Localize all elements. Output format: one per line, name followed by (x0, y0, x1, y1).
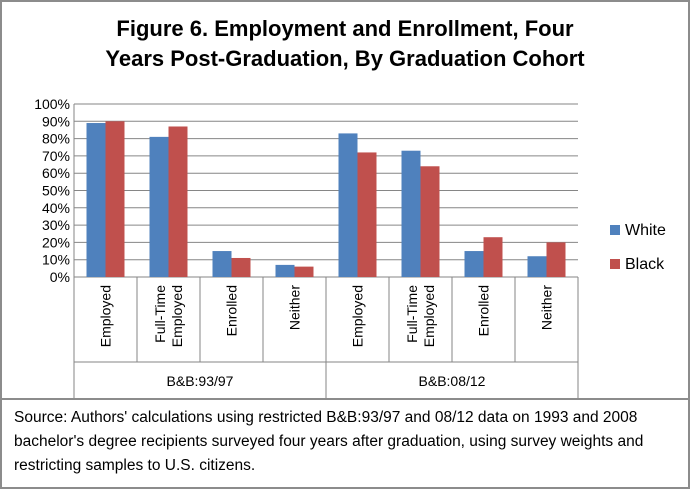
category-label: Enrolled (224, 285, 240, 336)
legend-swatch-white (610, 225, 620, 235)
category-label: Employed (350, 285, 366, 347)
category-label: Full-Time (152, 285, 168, 343)
y-tick-label: 80% (42, 131, 70, 147)
group-label: B&B:08/12 (419, 373, 486, 389)
bar-white (338, 133, 358, 277)
bar-white (212, 251, 232, 277)
y-tick-label: 20% (42, 234, 70, 250)
category-label: Employed (421, 285, 437, 347)
category-label: Full-Time (404, 285, 420, 343)
y-tick-label: 60% (42, 165, 70, 181)
legend-label-black: Black (625, 256, 665, 273)
bar-white (86, 123, 106, 277)
y-tick-label: 30% (42, 217, 70, 233)
chart-title: Figure 6. Employment and Enrollment, Fou… (0, 14, 690, 74)
bar-black (231, 257, 251, 277)
bar-chart: 0%10% 20%30%40%50% 60%70%80% 90%100% Employe… (34, 96, 666, 398)
category-label: Employed (98, 285, 114, 347)
y-tick-label: 50% (42, 183, 70, 199)
bar-white (527, 256, 547, 277)
source-note: Source: Authors' calculations using rest… (0, 398, 690, 487)
y-tick-label: 0% (50, 269, 70, 285)
bar-black (546, 242, 566, 277)
bar-black (420, 166, 440, 277)
bar-black (357, 152, 377, 277)
category-label: Neither (539, 285, 555, 330)
legend-label-white: White (625, 222, 666, 239)
chart-title-line-1: Figure 6. Employment and Enrollment, Fou… (116, 16, 574, 41)
category-label: Enrolled (476, 285, 492, 336)
group-label: B&B:93/97 (167, 373, 234, 389)
bar-black (294, 266, 314, 277)
category-label: Neither (287, 285, 303, 330)
bar-white (149, 136, 169, 277)
bar-black (105, 121, 125, 277)
y-tick-label: 90% (42, 113, 70, 129)
y-tick-label: 10% (42, 252, 70, 268)
bar-white (464, 251, 484, 277)
bar-white (275, 264, 295, 277)
category-label: Employed (169, 285, 185, 347)
bar-white (401, 150, 421, 277)
y-tick-label: 70% (42, 148, 70, 164)
chart-title-line-2: Years Post-Graduation, By Graduation Coh… (105, 46, 585, 71)
y-tick-label: 100% (34, 96, 70, 112)
bar-black (483, 237, 503, 277)
bar-black (168, 126, 188, 278)
y-tick-label: 40% (42, 200, 70, 216)
legend-swatch-black (610, 259, 620, 269)
